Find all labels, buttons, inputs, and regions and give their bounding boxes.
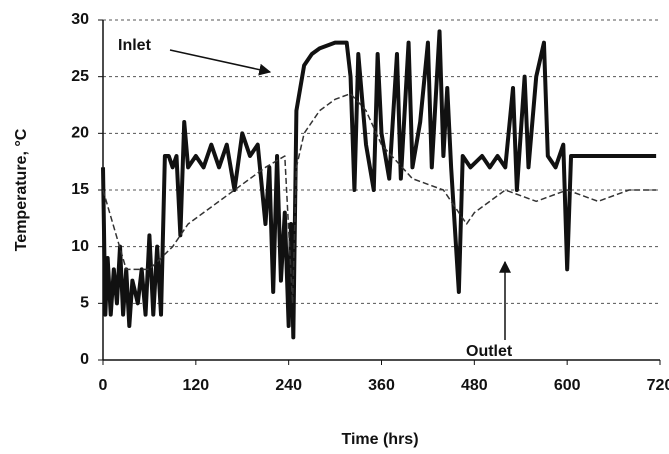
- y-tick-label: 20: [71, 125, 89, 142]
- series-line: [102, 92, 657, 305]
- series-line: [101, 29, 657, 340]
- x-tick-label: 600: [554, 377, 581, 394]
- x-tick-label: 0: [99, 377, 108, 394]
- x-tick-label: 240: [275, 377, 302, 394]
- y-tick-label: 5: [80, 295, 89, 312]
- annotation: Inlet: [118, 37, 152, 54]
- y-tick-label: 10: [71, 238, 89, 255]
- y-tick-label: 0: [80, 351, 89, 368]
- y-tick-label: 15: [71, 181, 89, 198]
- x-tick-label: 480: [461, 377, 488, 394]
- annotation: Outlet: [466, 343, 513, 360]
- annotation-arrow: [169, 49, 272, 76]
- y-tick-label: 30: [71, 11, 89, 28]
- y-axis-label: Temperature, °C: [13, 128, 30, 251]
- y-tick-label: 25: [71, 68, 89, 85]
- x-tick-label: 360: [368, 377, 395, 394]
- x-axis-label: Time (hrs): [341, 431, 418, 448]
- x-tick-label: 120: [182, 377, 209, 394]
- x-tick-label: 720: [647, 377, 669, 394]
